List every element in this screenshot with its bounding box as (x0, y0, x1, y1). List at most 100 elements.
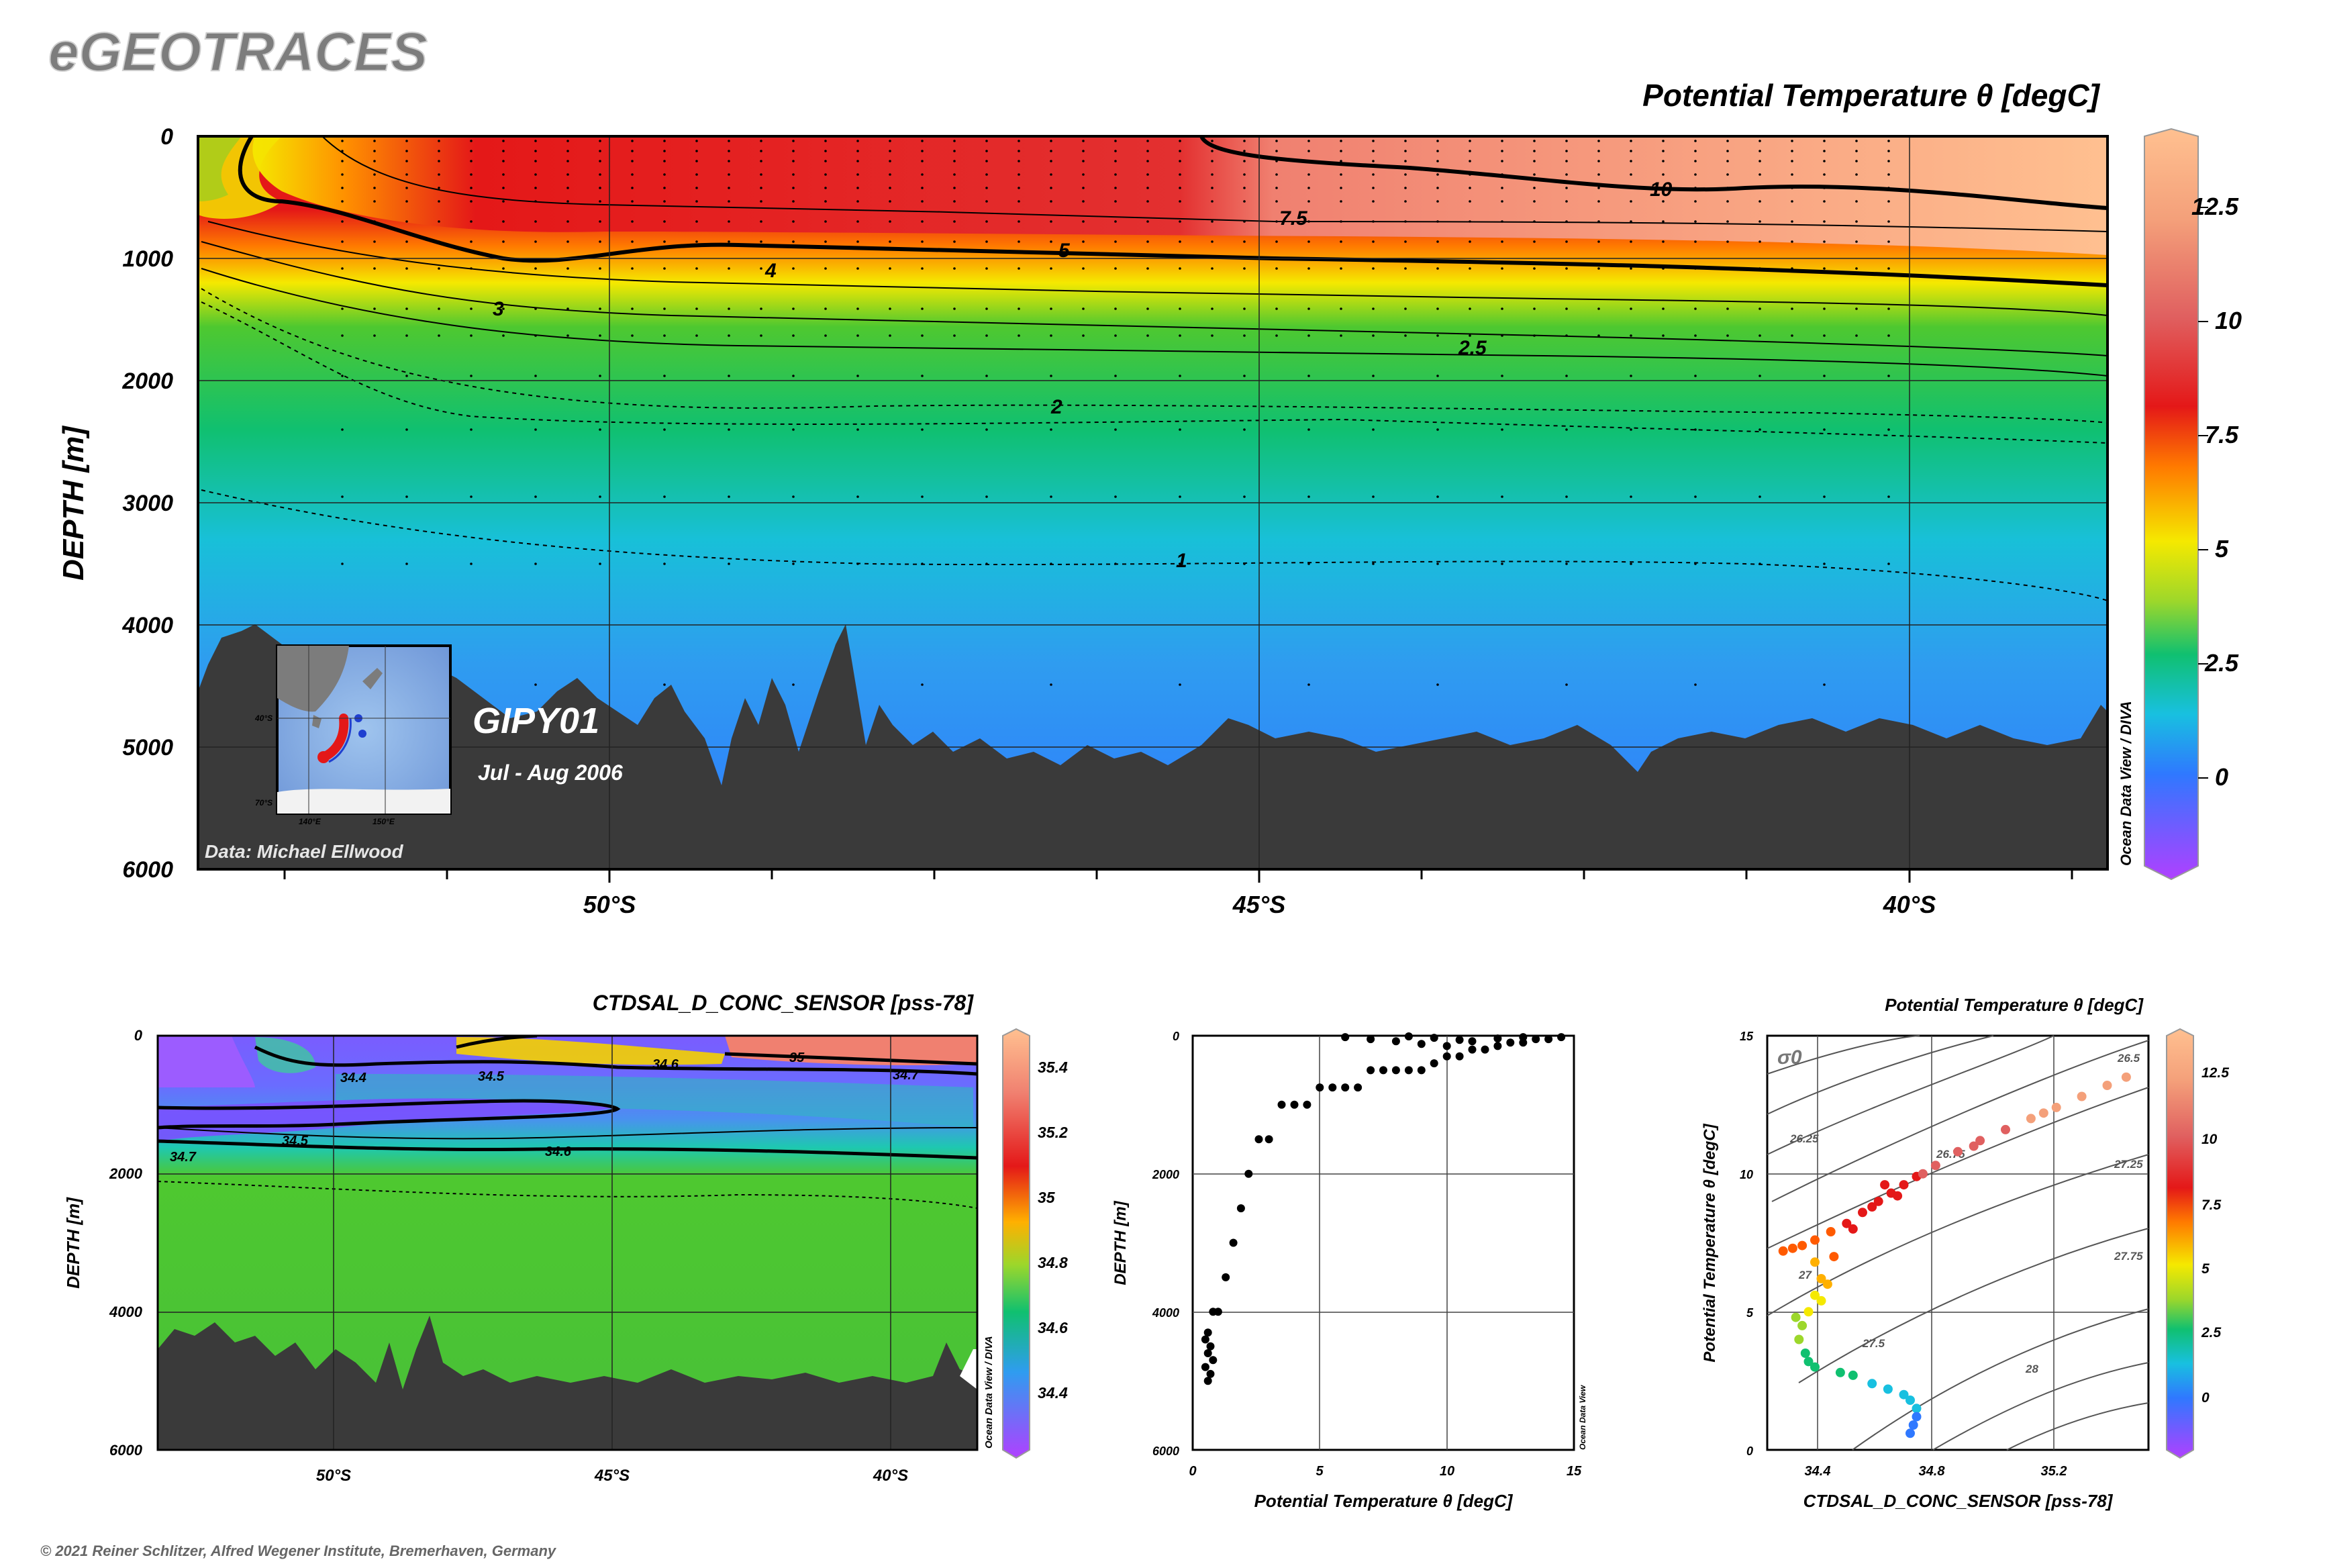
sample-dot (1759, 375, 1761, 377)
isopycnals (1767, 1035, 2149, 1451)
prof-ytick-0: 0 (1173, 1030, 1179, 1043)
sample-dot (663, 683, 666, 686)
sample-dot (438, 173, 440, 176)
sample-dot (1114, 375, 1117, 377)
ts-point (1873, 1196, 1883, 1206)
profile-point (1290, 1100, 1299, 1109)
sample-dot (1533, 334, 1536, 337)
sample-dot (1146, 200, 1149, 203)
ts-point (1953, 1146, 1963, 1157)
sample-dot (341, 562, 344, 565)
sample-dot (502, 140, 505, 142)
sample-dot (534, 220, 537, 223)
sample-dot (1243, 334, 1246, 337)
sample-dot (1114, 240, 1117, 243)
sample-dot (1759, 150, 1761, 152)
sample-dot (889, 173, 891, 176)
prof-ytick-6000: 6000 (1152, 1444, 1179, 1458)
sal-ytick-4000: 4000 (109, 1304, 143, 1320)
sample-dot (1694, 150, 1697, 152)
sample-dot (566, 307, 569, 310)
sample-dot (599, 160, 601, 162)
sample-dot (1855, 220, 1858, 223)
sample-dot (953, 140, 956, 142)
sample-dot (341, 220, 344, 223)
sample-dot (663, 267, 666, 270)
ts-point (1848, 1224, 1858, 1234)
sample-dot (1662, 140, 1665, 142)
sample-dot (1630, 495, 1632, 498)
sample-dot (1018, 173, 1020, 176)
sample-dot (1436, 375, 1439, 377)
sample-dot (921, 187, 924, 189)
ts-point (1912, 1404, 1922, 1414)
sample-dot (1307, 307, 1310, 310)
cbar-tick-5: 5 (2215, 535, 2229, 562)
sample-dot (792, 220, 795, 223)
sample-dot (373, 267, 376, 270)
sample-dot (1179, 187, 1181, 189)
sample-dot (1791, 307, 1793, 310)
sample-dot (631, 140, 634, 142)
sample-dot (760, 267, 762, 270)
sample-dot (728, 495, 730, 498)
sample-dot (921, 307, 924, 310)
sample-dot (1469, 173, 1471, 176)
sample-stations (341, 140, 1890, 686)
profile-point (1203, 1349, 1212, 1357)
sample-dot (1307, 334, 1310, 337)
sample-dot (1469, 334, 1471, 337)
sample-dot (921, 267, 924, 270)
prof-xtick-5: 5 (1316, 1464, 1324, 1479)
sample-dot (985, 562, 988, 565)
sample-dot (631, 173, 634, 176)
sample-dot (631, 334, 634, 337)
sal-cbar-35: 35 (1038, 1189, 1056, 1206)
sample-dot (792, 173, 795, 176)
sample-dot (921, 220, 924, 223)
profile-point (1404, 1032, 1413, 1040)
ts-y-title: Potential Temperature θ [degC] (1701, 1123, 1719, 1362)
sample-dot (373, 220, 376, 223)
sample-dot (1179, 220, 1181, 223)
sample-dot (1597, 160, 1600, 162)
sample-dot (985, 200, 988, 203)
sample-dot (1565, 240, 1568, 243)
cbar-tick-0: 0 (2215, 763, 2228, 791)
sample-dot (1340, 200, 1342, 203)
sample-dot (760, 240, 762, 243)
sample-dot (1307, 375, 1310, 377)
sample-dot (1533, 173, 1536, 176)
sample-dot (663, 240, 666, 243)
ts-xtick-34-4: 34.4 (1805, 1464, 1831, 1479)
ts-point (1810, 1362, 1820, 1372)
sal-label-34-4: 34.4 (340, 1071, 366, 1085)
salinity-seafloor (158, 1316, 977, 1450)
sample-dot (1501, 140, 1503, 142)
sample-dot (1050, 240, 1052, 243)
sal-label-34-6: 34.6 (652, 1057, 679, 1072)
sample-dot (889, 160, 891, 162)
profile-point (1201, 1335, 1209, 1344)
sample-dot (1307, 267, 1310, 270)
iso-label-26-25: 26.25 (1789, 1132, 1819, 1145)
sample-dot (405, 307, 408, 310)
sample-dot (728, 160, 730, 162)
sample-dot (1436, 240, 1439, 243)
sample-dot (985, 428, 988, 431)
sample-dot (1597, 307, 1600, 310)
sample-dot (1018, 334, 1020, 337)
sample-dot (502, 173, 505, 176)
cbar-tick-10: 10 (2215, 307, 2242, 334)
sample-dot (1340, 140, 1342, 142)
profile-point (1316, 1083, 1324, 1092)
sample-dot (405, 428, 408, 431)
sample-dot (1114, 428, 1117, 431)
ts-point (1969, 1141, 1979, 1151)
sample-dot (566, 334, 569, 337)
profile-point (1404, 1066, 1413, 1075)
sample-dot (1372, 307, 1375, 310)
salinity-x-ticks: 50°S 45°S 40°S (316, 1467, 908, 1485)
ts-point (1810, 1257, 1820, 1267)
sample-dot (1887, 307, 1890, 310)
